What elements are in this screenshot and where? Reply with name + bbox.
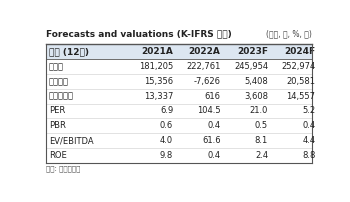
Text: 0.4: 0.4 <box>302 121 316 130</box>
Text: -7,626: -7,626 <box>194 77 220 86</box>
Text: 21.0: 21.0 <box>250 106 268 116</box>
Text: 4.0: 4.0 <box>160 136 173 145</box>
Text: 15,356: 15,356 <box>144 77 173 86</box>
Text: 8.8: 8.8 <box>302 151 316 160</box>
Text: 9.8: 9.8 <box>160 151 173 160</box>
Text: (억원, 원, %, 배): (억원, 원, %, 배) <box>266 29 312 38</box>
Text: 61.6: 61.6 <box>202 136 220 145</box>
Text: 0.4: 0.4 <box>208 151 220 160</box>
Text: 14,557: 14,557 <box>287 92 316 101</box>
Text: 616: 616 <box>205 92 220 101</box>
Text: 5.2: 5.2 <box>302 106 316 116</box>
Text: 매출액: 매출액 <box>49 62 64 71</box>
Text: 0.4: 0.4 <box>208 121 220 130</box>
Text: 2024F: 2024F <box>285 47 316 56</box>
Text: 4.4: 4.4 <box>302 136 316 145</box>
Text: 222,761: 222,761 <box>186 62 220 71</box>
Text: PBR: PBR <box>49 121 65 130</box>
Text: 20,581: 20,581 <box>287 77 316 86</box>
Text: 2023F: 2023F <box>237 47 268 56</box>
Text: 13,337: 13,337 <box>144 92 173 101</box>
Text: ROE: ROE <box>49 151 66 160</box>
Text: 2021A: 2021A <box>141 47 173 56</box>
Text: Forecasts and valuations (K-IFRS 연결): Forecasts and valuations (K-IFRS 연결) <box>47 29 232 38</box>
Text: 영업이익: 영업이익 <box>49 77 69 86</box>
Text: 181,205: 181,205 <box>139 62 173 71</box>
Text: 지배순이익: 지배순이익 <box>49 92 74 101</box>
Text: PER: PER <box>49 106 65 116</box>
Text: EV/EBITDA: EV/EBITDA <box>49 136 93 145</box>
Bar <box>47 44 312 59</box>
Text: 자료: 유안타증권: 자료: 유안타증권 <box>47 166 81 172</box>
Text: 6.9: 6.9 <box>160 106 173 116</box>
Text: 104.5: 104.5 <box>197 106 220 116</box>
Text: 3,608: 3,608 <box>244 92 268 101</box>
Text: 8.1: 8.1 <box>255 136 268 145</box>
Text: 2022A: 2022A <box>189 47 220 56</box>
Text: 0.5: 0.5 <box>255 121 268 130</box>
Text: 245,954: 245,954 <box>234 62 268 71</box>
Text: 결산 (12월): 결산 (12월) <box>49 47 89 56</box>
Text: 252,974: 252,974 <box>281 62 316 71</box>
Text: 0.6: 0.6 <box>160 121 173 130</box>
Text: 5,408: 5,408 <box>244 77 268 86</box>
Text: 2.4: 2.4 <box>255 151 268 160</box>
